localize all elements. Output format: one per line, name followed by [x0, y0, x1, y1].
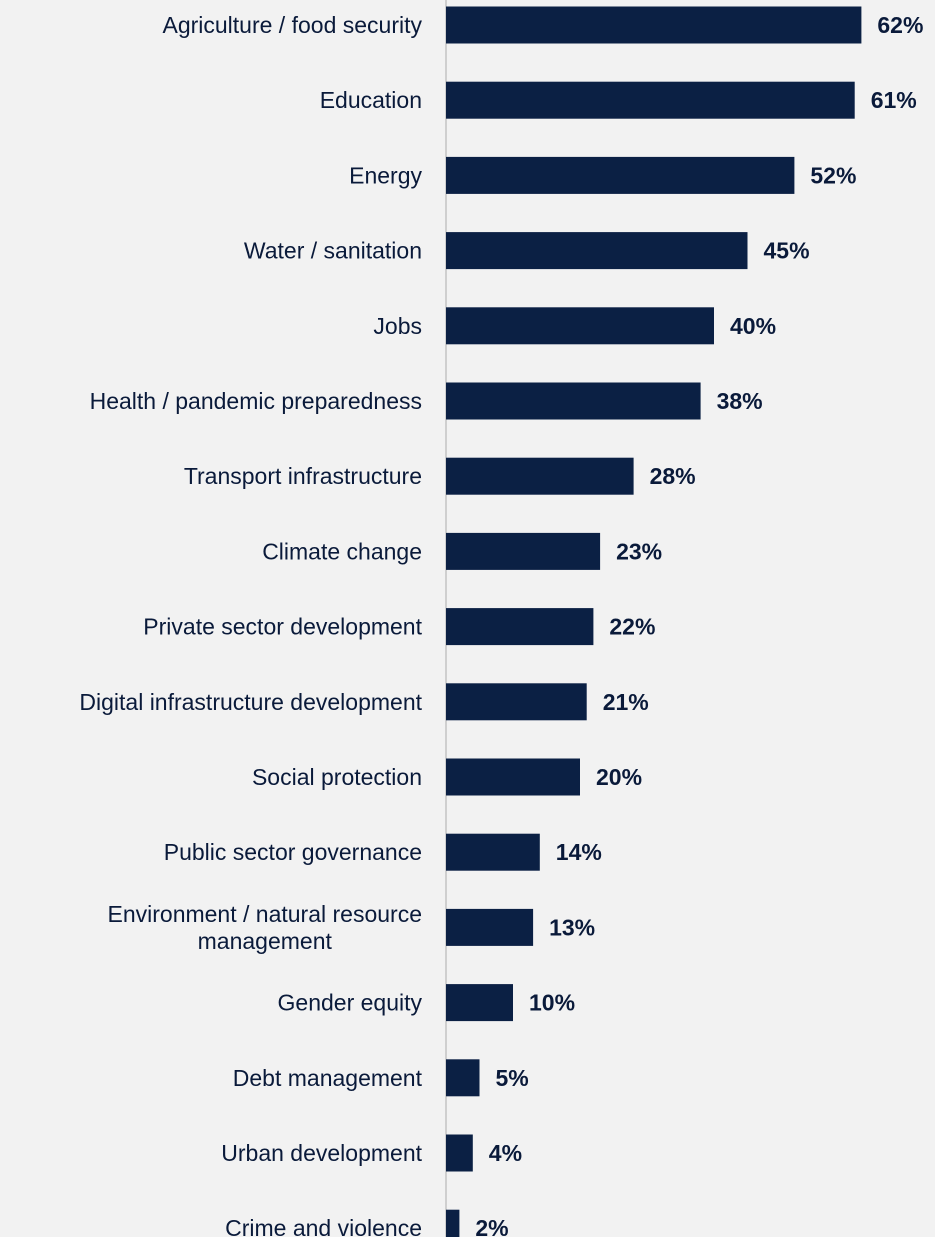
category-label: Urban development — [221, 1140, 422, 1166]
bar — [446, 758, 580, 796]
bar — [446, 833, 540, 871]
value-label: 22% — [609, 614, 655, 640]
bar — [446, 532, 601, 570]
value-labels-group: 62% 61% 52% 45% 40% 38% 28% 23% 22% 21% 20% 14% 13% 1… — [475, 12, 923, 1237]
category-label: Health / pandemic preparedness — [90, 388, 422, 414]
value-label: 38% — [717, 388, 763, 414]
bar — [446, 382, 701, 420]
bar — [446, 232, 748, 270]
bar — [446, 1209, 460, 1237]
category-label: Water / sanitation — [244, 238, 422, 264]
category-label: Gender equity — [278, 990, 423, 1016]
category-label: Education — [320, 87, 422, 113]
value-label: 28% — [650, 463, 696, 489]
value-label: 14% — [556, 839, 602, 865]
category-label: Energy — [349, 162, 422, 188]
value-label: 2% — [475, 1215, 508, 1237]
value-label: 62% — [877, 12, 923, 38]
value-label: 52% — [810, 162, 856, 188]
bar — [446, 457, 634, 495]
bar — [446, 683, 587, 721]
category-label: Social protection — [252, 764, 422, 790]
value-label: 23% — [616, 538, 662, 564]
bar — [446, 1134, 473, 1172]
category-label: Agriculture / food security — [162, 12, 422, 38]
bar — [446, 984, 513, 1022]
value-label: 61% — [871, 87, 917, 113]
bar — [446, 1059, 480, 1097]
bar — [446, 6, 862, 44]
value-label: 20% — [596, 764, 642, 790]
value-label: 40% — [730, 313, 776, 339]
category-label: Climate change — [262, 538, 422, 564]
category-label: Transport infrastructure — [184, 463, 422, 489]
bar — [446, 307, 714, 345]
bar — [446, 156, 795, 194]
value-label: 21% — [603, 689, 649, 715]
bar — [446, 608, 594, 646]
category-label: Jobs — [373, 313, 422, 339]
value-label: 13% — [549, 914, 595, 940]
category-label: Public sector governance — [164, 839, 422, 865]
category-label: Crime and violence — [225, 1215, 422, 1237]
value-label: 4% — [489, 1140, 522, 1166]
category-label: Private sector development — [143, 614, 422, 640]
bar — [446, 908, 534, 946]
category-label: Environment / natural resource management — [108, 901, 423, 954]
value-label: 5% — [496, 1065, 529, 1091]
category-labels-group: Agriculture / food security Education Ener… — [79, 12, 422, 1237]
bar — [446, 81, 855, 119]
bars-group — [446, 6, 862, 1237]
value-label: 10% — [529, 990, 575, 1016]
category-label: Debt management — [233, 1065, 423, 1091]
value-label: 45% — [764, 238, 810, 264]
category-label: Digital infrastructure development — [79, 689, 422, 715]
